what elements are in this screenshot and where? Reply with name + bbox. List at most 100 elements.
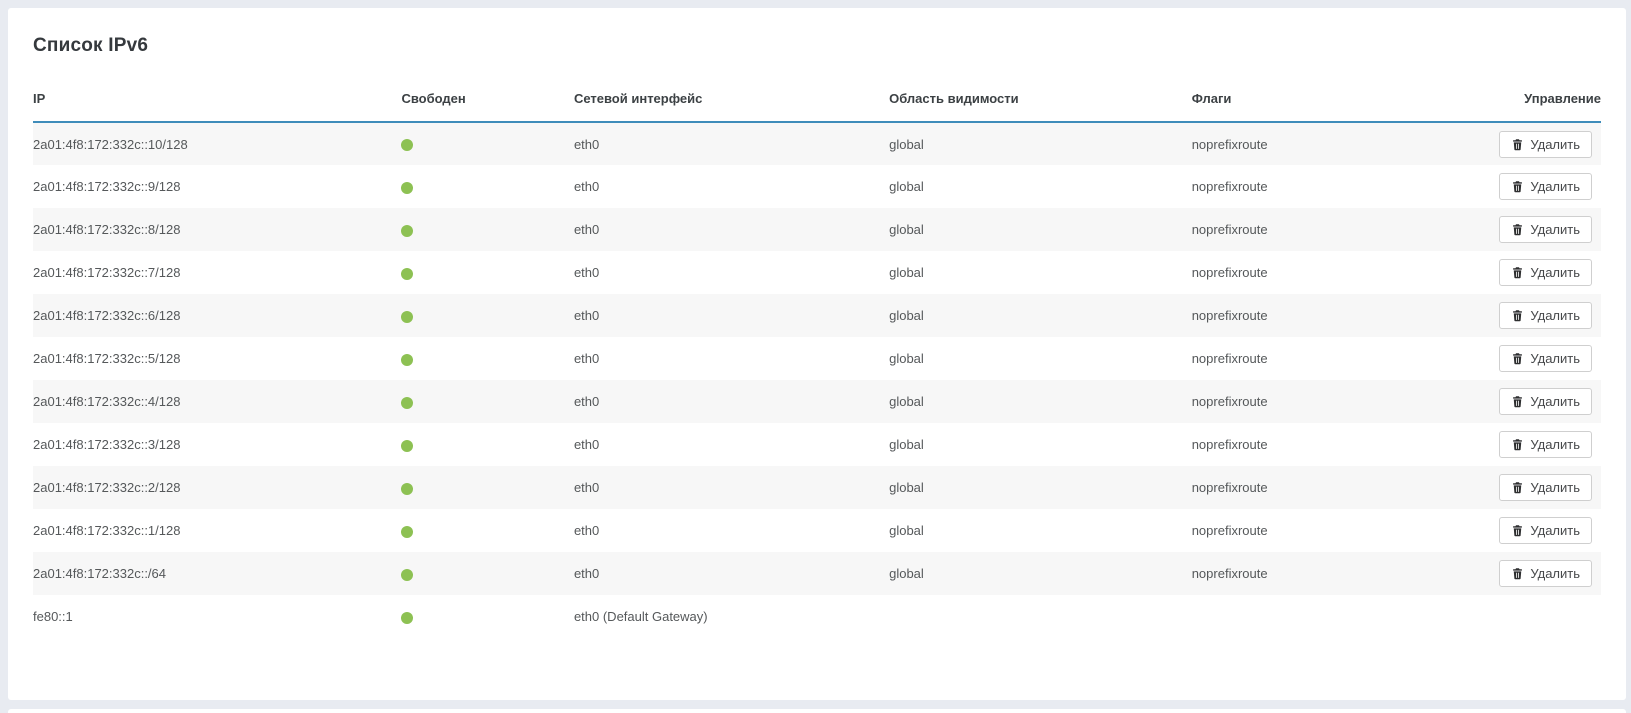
table-row: 2a01:4f8:172:332c::6/128 eth0 global nop… (33, 294, 1601, 337)
manage-cell: Удалить (1449, 423, 1601, 466)
flags-cell: noprefixroute (1191, 552, 1449, 595)
delete-button-label: Удалить (1530, 179, 1580, 194)
free-status-cell (401, 380, 574, 423)
network-interface-cell: eth0 (573, 437, 600, 452)
free-status-dot (401, 310, 414, 323)
ip-address-cell: 2a01:4f8:172:332c::7/128 (33, 265, 181, 280)
delete-button[interactable]: Удалить (1499, 173, 1592, 200)
free-status-dot (401, 139, 414, 152)
delete-button[interactable]: Удалить (1499, 474, 1592, 501)
ip-address-cell: 2a01:4f8:172:332c::5/128 (33, 351, 181, 366)
scope-cell: global (889, 122, 1192, 165)
table-row: 2a01:4f8:172:332c::10/128 eth0 global no… (33, 122, 1601, 165)
network-interface-cell: eth0 (Default Gateway) (573, 609, 708, 624)
trash-icon (1511, 438, 1524, 451)
delete-button[interactable]: Удалить (1499, 517, 1592, 544)
delete-button[interactable]: Удалить (1499, 388, 1592, 415)
network-interface-cell: eth0 (573, 179, 600, 194)
table-row: 2a01:4f8:172:332c::8/128 eth0 global nop… (33, 208, 1601, 251)
free-status-cell (401, 251, 573, 294)
trash-icon (1511, 395, 1524, 408)
ip-address-cell: 2a01:4f8:172:332c::8/128 (33, 208, 402, 251)
delete-button-label: Удалить (1530, 480, 1580, 495)
flags-cell: noprefixroute (1191, 437, 1268, 452)
manage-cell: Удалить (1448, 208, 1601, 251)
column-header-free: Свободен (401, 81, 574, 123)
free-status-dot (401, 224, 414, 237)
free-status-cell (401, 509, 573, 552)
free-status-cell (401, 122, 574, 165)
delete-button[interactable]: Удалить (1499, 302, 1592, 329)
scope-cell: global (889, 179, 924, 194)
table-row: 2a01:4f8:172:332c::3/128 eth0 global nop… (33, 423, 1601, 466)
network-interface-cell: eth0 (573, 122, 890, 165)
free-status-cell (401, 466, 574, 509)
free-status-dot (401, 611, 414, 624)
table-row: 2a01:4f8:172:332c::2/128 eth0 global nop… (33, 466, 1601, 509)
delete-button[interactable]: Удалить (1499, 130, 1592, 158)
delete-button[interactable]: Удалить (1499, 431, 1592, 458)
delete-button-label: Удалить (1530, 222, 1580, 237)
delete-button-label: Удалить (1530, 394, 1580, 409)
ipv6-table: IP Свободен Сетевой интерфейс Область ви… (33, 81, 1601, 638)
free-status-dot (401, 353, 414, 366)
table-row: 2a01:4f8:172:332c::4/128 eth0 global nop… (33, 380, 1601, 423)
ip-address-cell: 2a01:4f8:172:332c::4/128 (33, 380, 402, 423)
flags-cell: noprefixroute (1191, 122, 1449, 165)
ipv6-list-panel: Список IPv6 IP Свободен Сетевой интерфей… (8, 8, 1626, 700)
ip-address-cell: 2a01:4f8:172:332c::6/128 (33, 294, 402, 337)
trash-icon (1511, 223, 1524, 236)
delete-button-label: Удалить (1530, 308, 1580, 323)
manage-cell: Удалить (1449, 509, 1601, 552)
scope-cell: global (889, 208, 1192, 251)
delete-button-label: Удалить (1530, 136, 1580, 152)
delete-button[interactable]: Удалить (1499, 345, 1592, 372)
trash-icon (1511, 481, 1524, 494)
delete-button[interactable]: Удалить (1499, 216, 1592, 243)
network-interface-cell: eth0 (573, 380, 890, 423)
manage-cell: Удалить (1449, 337, 1601, 380)
network-interface-cell: eth0 (573, 208, 890, 251)
network-interface-cell: eth0 (573, 265, 600, 280)
flags-cell: noprefixroute (1191, 179, 1268, 194)
flags-cell: noprefixroute (1191, 208, 1449, 251)
free-status-cell (401, 337, 573, 380)
network-interface-cell: eth0 (573, 466, 890, 509)
free-status-cell (401, 294, 574, 337)
ip-address-cell: 2a01:4f8:172:332c::/64 (33, 552, 402, 595)
delete-button[interactable]: Удалить (1499, 560, 1592, 587)
scope-cell (889, 595, 1192, 638)
ip-address-cell: fe80::1 (33, 609, 73, 624)
manage-cell: Удалить (1448, 466, 1601, 509)
ip-address-cell: 2a01:4f8:172:332c::2/128 (33, 466, 402, 509)
delete-button[interactable]: Удалить (1499, 259, 1592, 286)
flags-cell: noprefixroute (1191, 466, 1449, 509)
manage-cell (1449, 595, 1601, 638)
table-body: 2a01:4f8:172:332c::10/128 eth0 global no… (33, 122, 1601, 638)
page-title: Список IPv6 (33, 35, 149, 56)
table-row: 2a01:4f8:172:332c::5/128 eth0 global nop… (33, 337, 1601, 380)
column-header-ip: IP (33, 81, 402, 123)
scope-cell: global (889, 552, 1192, 595)
table-header-row: IP Свободен Сетевой интерфейс Область ви… (33, 81, 1601, 123)
table-row: 2a01:4f8:172:332c::1/128 eth0 global nop… (33, 509, 1601, 552)
next-panel-edge (8, 709, 1626, 713)
table-row: 2a01:4f8:172:332c::7/128 eth0 global nop… (33, 251, 1601, 294)
free-status-dot (401, 568, 414, 581)
delete-button-label: Удалить (1530, 566, 1580, 581)
free-status-cell (401, 552, 574, 595)
trash-icon (1511, 309, 1524, 322)
table-row: 2a01:4f8:172:332c::/64 eth0 global nopre… (33, 552, 1601, 595)
manage-cell: Удалить (1448, 380, 1601, 423)
trash-icon (1511, 352, 1524, 365)
column-header-scope: Область видимости (889, 81, 1192, 123)
scope-cell: global (889, 351, 924, 366)
ip-address-cell: 2a01:4f8:172:332c::9/128 (33, 179, 181, 194)
free-status-dot (401, 439, 414, 452)
ip-address-cell: 2a01:4f8:172:332c::10/128 (33, 122, 402, 165)
network-interface-cell: eth0 (573, 523, 600, 538)
network-interface-cell: eth0 (573, 552, 890, 595)
scope-cell: global (889, 380, 1192, 423)
trash-icon (1511, 567, 1524, 580)
trash-icon (1511, 266, 1524, 279)
